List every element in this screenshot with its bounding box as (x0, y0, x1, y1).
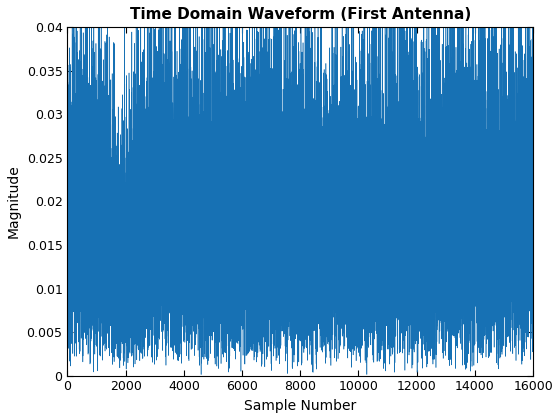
Title: Time Domain Waveform (First Antenna): Time Domain Waveform (First Antenna) (130, 7, 471, 22)
Y-axis label: Magnitude: Magnitude (7, 165, 21, 238)
X-axis label: Sample Number: Sample Number (244, 399, 356, 413)
